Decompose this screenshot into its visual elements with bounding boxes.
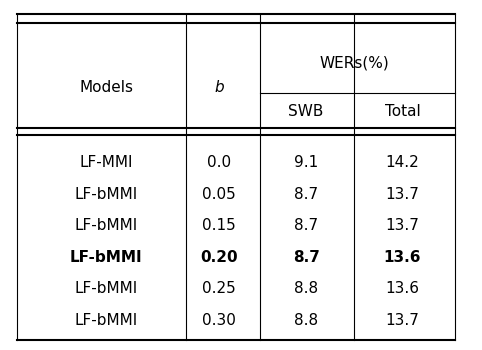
Text: 8.8: 8.8 — [294, 313, 318, 328]
Text: LF-bMMI: LF-bMMI — [70, 250, 142, 265]
Text: 13.7: 13.7 — [386, 218, 419, 233]
Text: 8.7: 8.7 — [293, 250, 320, 265]
Text: 8.7: 8.7 — [294, 218, 318, 233]
Text: WERs(%): WERs(%) — [320, 56, 389, 70]
Text: 0.15: 0.15 — [202, 218, 236, 233]
Text: $b$: $b$ — [214, 79, 225, 96]
Text: LF-bMMI: LF-bMMI — [74, 218, 138, 233]
Text: 9.1: 9.1 — [294, 155, 318, 170]
Text: Total: Total — [385, 105, 420, 119]
Text: LF-bMMI: LF-bMMI — [74, 281, 138, 296]
Text: 0.05: 0.05 — [202, 187, 236, 202]
Text: 13.7: 13.7 — [386, 313, 419, 328]
Text: 13.7: 13.7 — [386, 187, 419, 202]
Text: LF-MMI: LF-MMI — [80, 155, 133, 170]
Text: 0.20: 0.20 — [201, 250, 238, 265]
Text: LF-bMMI: LF-bMMI — [74, 313, 138, 328]
Text: 13.6: 13.6 — [386, 281, 419, 296]
Text: SWB: SWB — [288, 105, 324, 119]
Text: 8.8: 8.8 — [294, 281, 318, 296]
Text: 0.0: 0.0 — [207, 155, 231, 170]
Text: Models: Models — [79, 80, 133, 95]
Text: LF-bMMI: LF-bMMI — [74, 187, 138, 202]
Text: 8.7: 8.7 — [294, 187, 318, 202]
Text: 14.2: 14.2 — [386, 155, 419, 170]
Text: 13.6: 13.6 — [384, 250, 421, 265]
Text: 0.30: 0.30 — [202, 313, 236, 328]
Text: 0.25: 0.25 — [202, 281, 236, 296]
